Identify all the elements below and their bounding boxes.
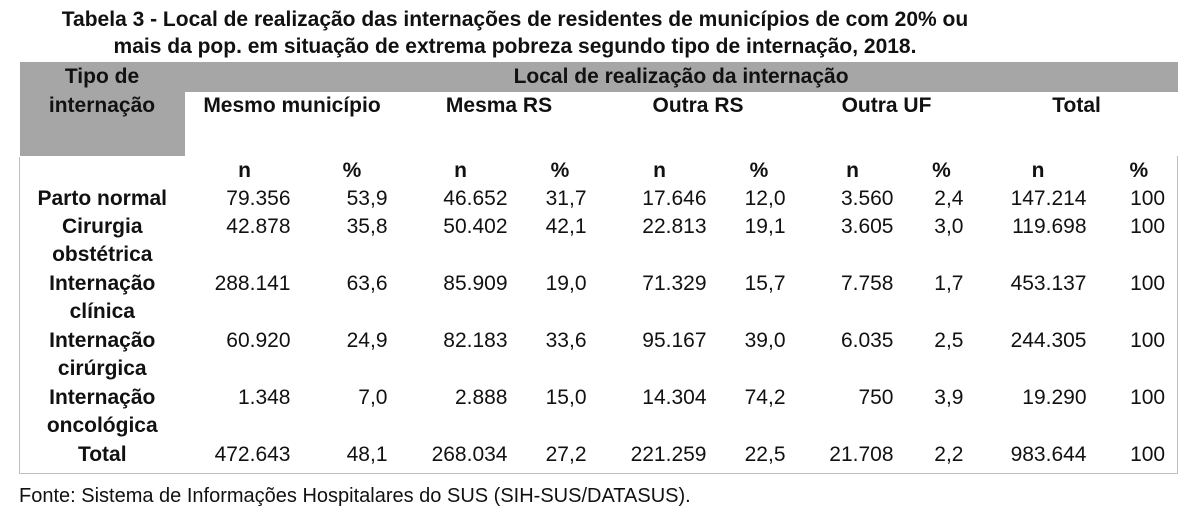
table-title-line-2: mais da pop. em situação de extrema pobr… <box>113 35 917 58</box>
header-pct: % <box>907 156 976 185</box>
cell-n: 3.605 <box>840 215 894 238</box>
header-subcol-blank <box>19 156 185 185</box>
cell-pct: 3,9 <box>934 386 964 409</box>
source-note: Fonte: Sistema de Informações Hospitalar… <box>19 485 691 507</box>
cell-pct: 19,1 <box>744 215 786 238</box>
header-n: n <box>184 156 305 185</box>
cell-pct: 74,2 <box>744 386 786 409</box>
cell-n: 82.183 <box>443 329 508 352</box>
cell-n: 147.214 <box>1010 187 1087 210</box>
cell-pct: 100 <box>1100 270 1179 327</box>
cell-pct: 31,7 <box>545 187 587 210</box>
row-label: Internação cirúrgica <box>19 327 185 384</box>
cell-n: 3.560 <box>840 187 894 210</box>
cell-n: 472.643 <box>184 441 305 474</box>
table-row: Internação oncológica 1.348 7,0 2.888 15… <box>19 384 1179 441</box>
cell-n: 288.141 <box>214 272 291 295</box>
cell-n: 1.348 <box>237 386 291 409</box>
header-tipo: Tipo de internação <box>19 62 185 157</box>
header-pct: % <box>521 156 599 185</box>
header-pct: % <box>304 156 400 185</box>
header-pct: % <box>1100 156 1179 185</box>
table-title-line-1: Tabela 3 - Local de realização das inter… <box>61 8 969 31</box>
cell-n: 14.304 <box>642 386 707 409</box>
cell-pct: 24,9 <box>346 329 388 352</box>
cell-n: 6.035 <box>840 329 894 352</box>
cell-pct: 35,8 <box>346 215 388 238</box>
table-row: Parto normal 79.356 53,9 46.652 31,7 17.… <box>19 185 1179 213</box>
header-n: n <box>797 156 908 185</box>
data-table: Tipo de internação Local de realização d… <box>19 62 1179 474</box>
cell-pct: 2,2 <box>907 441 976 474</box>
cell-n: 21.708 <box>797 441 908 474</box>
cell-pct: 100 <box>1100 185 1179 213</box>
cell-pct: 100 <box>1100 213 1179 270</box>
cell-n: 2.888 <box>454 386 508 409</box>
table-row: Internação clínica 288.141 63,6 85.909 1… <box>19 270 1179 327</box>
table-row: Internação cirúrgica 60.920 24,9 82.183 … <box>19 327 1179 384</box>
cell-pct: 27,2 <box>521 441 599 474</box>
table-title: Tabela 3 - Local de realização das inter… <box>0 6 1030 60</box>
cell-n: 268.034 <box>399 441 522 474</box>
table-row: Cirurgia obstétrica 42.878 35,8 50.402 4… <box>19 213 1179 270</box>
cell-n: 22.813 <box>642 215 707 238</box>
cell-n: 119.698 <box>1012 215 1087 238</box>
cell-pct: 100 <box>1100 441 1179 474</box>
cell-n: 71.329 <box>642 272 707 295</box>
row-label: Total <box>19 441 185 474</box>
header-local: Local de realização da internação <box>184 62 1178 92</box>
cell-pct: 15,7 <box>744 272 786 295</box>
cell-n: 85.909 <box>443 272 508 295</box>
cell-n: 95.167 <box>642 329 707 352</box>
header-group-total: Total <box>975 92 1178 157</box>
cell-n: 60.920 <box>226 329 291 352</box>
cell-pct: 100 <box>1100 384 1179 441</box>
cell-pct: 22,5 <box>720 441 798 474</box>
cell-pct: 53,9 <box>346 187 388 210</box>
cell-n: 453.137 <box>1010 272 1087 295</box>
header-group-mesma-rs: Mesma RS <box>399 92 599 157</box>
header-n: n <box>975 156 1101 185</box>
cell-pct: 39,0 <box>744 329 786 352</box>
row-label: Internação clínica <box>19 270 185 327</box>
cell-n: 750 <box>858 386 894 409</box>
header-group-mesmo-municipio: Mesmo município <box>184 92 400 157</box>
header-group-outra-rs: Outra RS <box>598 92 798 157</box>
cell-n: 17.646 <box>642 187 707 210</box>
cell-pct: 12,0 <box>744 187 786 210</box>
cell-n: 79.356 <box>226 187 291 210</box>
cell-pct: 48,1 <box>304 441 400 474</box>
header-n: n <box>399 156 522 185</box>
header-group-outra-uf: Outra UF <box>797 92 976 157</box>
cell-pct: 63,6 <box>346 272 388 295</box>
header-pct: % <box>720 156 798 185</box>
cell-pct: 42,1 <box>545 215 587 238</box>
cell-pct: 100 <box>1100 327 1179 384</box>
cell-pct: 15,0 <box>545 386 587 409</box>
cell-pct: 2,5 <box>934 329 964 352</box>
cell-n: 221.259 <box>598 441 721 474</box>
cell-n: 7.758 <box>840 272 894 295</box>
table-row-total: Total 472.643 48,1 268.034 27,2 221.259 … <box>19 441 1179 474</box>
cell-n: 244.305 <box>1010 329 1087 352</box>
cell-pct: 3,0 <box>934 215 964 238</box>
cell-n: 46.652 <box>443 187 508 210</box>
row-label: Parto normal <box>19 185 185 213</box>
cell-pct: 1,7 <box>934 272 964 295</box>
row-label: Cirurgia obstétrica <box>19 213 185 270</box>
row-label: Internação oncológica <box>19 384 185 441</box>
cell-n: 983.644 <box>975 441 1101 474</box>
cell-n: 50.402 <box>443 215 508 238</box>
cell-pct: 2,4 <box>934 187 964 210</box>
cell-n: 42.878 <box>226 215 291 238</box>
cell-pct: 7,0 <box>358 386 388 409</box>
cell-pct: 19,0 <box>545 272 587 295</box>
cell-pct: 33,6 <box>545 329 587 352</box>
header-n: n <box>598 156 721 185</box>
cell-n: 19.290 <box>1022 386 1087 409</box>
